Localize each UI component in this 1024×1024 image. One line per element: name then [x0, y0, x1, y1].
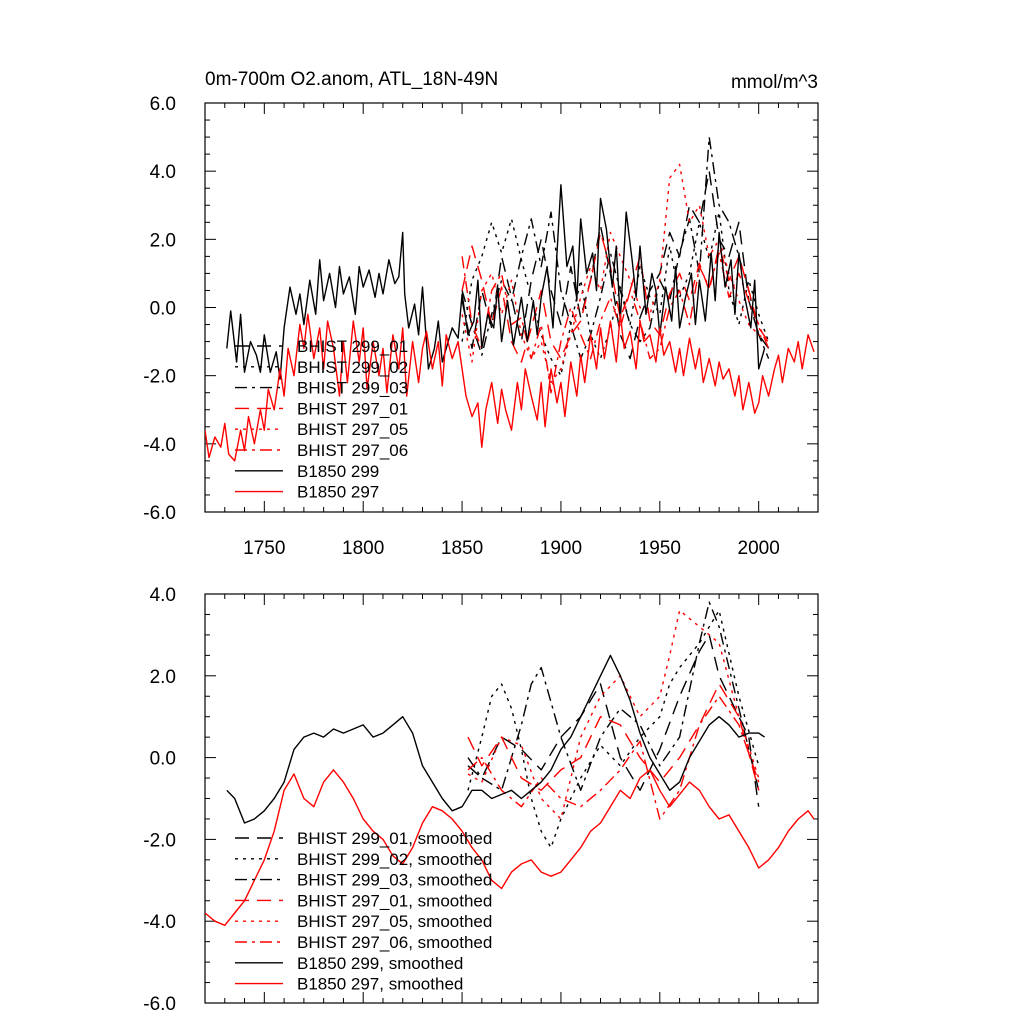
units-label: mmol/m^3 — [731, 72, 818, 93]
legend-label: BHIST 297_01, smoothed — [297, 891, 492, 910]
x-tick-label: 1900 — [540, 538, 582, 559]
x-tick-label: 1950 — [639, 538, 681, 559]
y-tick-label: 2.0 — [150, 230, 176, 251]
y-tick-label: 4.0 — [150, 162, 176, 183]
top-panel: 1750 1800 1850 1900 1950 2000 -6.0 -4.0 -2.0 0.0 2… — [143, 94, 819, 559]
series-group — [205, 136, 815, 462]
legend-label: BHIST 297_01 — [297, 399, 408, 418]
legend-label: B1850 299, smoothed — [297, 954, 463, 973]
y-tick-label: -4.0 — [143, 435, 176, 456]
series-line-3 — [461, 136, 770, 360]
bottom-panel: -6.0 -4.0 -2.0 0.0 2.0 4.0 BHIST 299_01, smoot… — [143, 585, 819, 1015]
series-group — [205, 601, 815, 926]
legend: BHIST 299_01, smoothed BHIST 299_02, smoo… — [235, 829, 492, 994]
legend-label: BHIST 297_05 — [297, 420, 408, 439]
series-line-1 — [461, 170, 770, 360]
legend-label: BHIST 299_03, smoothed — [297, 871, 492, 890]
legend-label: BHIST 297_05, smoothed — [297, 912, 492, 931]
legend-label: B1850 299 — [297, 462, 379, 481]
series-line-8 — [205, 313, 815, 462]
y-tick-label: -6.0 — [143, 503, 176, 524]
legend-label: BHIST 299_01, smoothed — [297, 829, 492, 848]
y-tick-label: 2.0 — [150, 667, 176, 688]
x-tick-label: 1750 — [243, 538, 285, 559]
chart-title: 0m-700m O2.anom, ATL_18N-49N — [205, 69, 498, 90]
legend-label: BHIST 297_06, smoothed — [297, 933, 492, 952]
y-tick-label: 4.0 — [150, 585, 176, 606]
y-tick-label: -4.0 — [143, 912, 176, 933]
series-line-1 — [467, 634, 760, 807]
legend-label: BHIST 299_02, smoothed — [297, 850, 492, 869]
series-line-5 — [461, 163, 769, 384]
y-tick-label: 0.0 — [150, 299, 176, 320]
y-tick-label: -2.0 — [143, 367, 176, 388]
x-tick-label: 1850 — [441, 538, 483, 559]
series-line-7 — [226, 654, 765, 824]
y-tick-label: -2.0 — [143, 830, 176, 851]
y-tick-label: 0.0 — [150, 749, 176, 770]
series-line-3 — [467, 601, 760, 791]
legend-label: BHIST 299_03 — [297, 379, 408, 398]
legend-label: B1850 297 — [297, 483, 379, 502]
y-tick-label: 6.0 — [150, 94, 176, 115]
legend-label: BHIST 299_02 — [297, 358, 408, 377]
legend-label: B1850 297, smoothed — [297, 975, 463, 994]
series-line-6 — [467, 695, 760, 820]
x-tick-label: 2000 — [738, 538, 780, 559]
series-line-7 — [226, 184, 766, 380]
series-line-5 — [467, 609, 760, 820]
legend-label: BHIST 297_06 — [297, 441, 408, 460]
series-line-8 — [205, 769, 815, 926]
series-line-2 — [467, 609, 760, 849]
series-line-4 — [467, 683, 760, 791]
y-tick-label: -6.0 — [143, 994, 176, 1015]
legend-label: BHIST 299_01 — [297, 337, 408, 356]
x-tick-label: 1800 — [342, 538, 384, 559]
